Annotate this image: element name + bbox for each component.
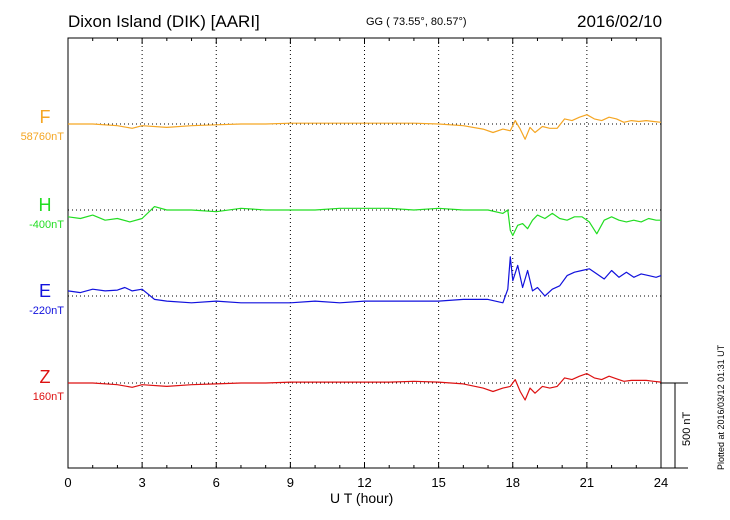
x-tick-label: 12 <box>357 475 371 490</box>
series-label-e: E <box>38 281 51 301</box>
series-label-h: H <box>38 195 52 215</box>
baseline-label-z: 160nT <box>32 391 64 403</box>
series-lines <box>67 114 662 401</box>
series-label-f: F <box>39 107 51 127</box>
series-line-e <box>67 256 662 304</box>
scale-bar <box>661 382 688 469</box>
baseline-label-e: -220nT <box>29 305 64 317</box>
baseline-label-h: -400nT <box>29 219 64 231</box>
series-line-f <box>68 114 662 140</box>
series-line-h <box>67 206 661 237</box>
baselines <box>68 123 661 384</box>
station-title: Dixon Island (DIK) [AARI] <box>68 12 260 31</box>
x-ticks: 0 3 6 9 12 15 18 21 24 <box>64 38 668 490</box>
x-tick-label: 9 <box>287 475 294 490</box>
grid <box>141 38 588 468</box>
station-coordinates: GG ( 73.55°, 80.57°) <box>366 16 467 28</box>
series-line-z <box>68 373 662 401</box>
plot-date: 2016/02/10 <box>577 12 663 31</box>
scale-bar-label: 500 nT <box>681 411 693 446</box>
x-tick-label: 21 <box>580 475 594 490</box>
series-label-z: Z <box>39 367 51 387</box>
x-tick-label: 3 <box>139 475 146 490</box>
x-tick-label: 24 <box>654 475 668 490</box>
x-axis-label: U T (hour) <box>330 490 394 506</box>
x-tick-label: 15 <box>431 475 445 490</box>
baseline-label-f: 58760nT <box>20 131 64 143</box>
plotted-timestamp: Plotted at 2016/03/12 01:31 UT <box>716 344 726 470</box>
x-tick-label: 6 <box>213 475 220 490</box>
x-tick-label: 0 <box>64 475 71 490</box>
x-tick-label: 18 <box>506 475 520 490</box>
